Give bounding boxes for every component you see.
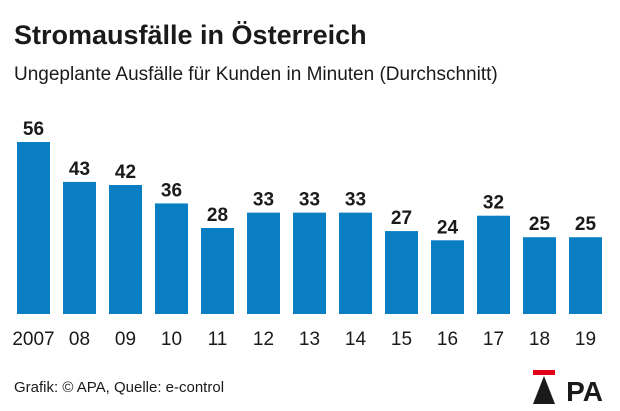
data-label-2007: 56: [23, 119, 44, 140]
data-label-19: 25: [575, 214, 597, 235]
bar-12: [247, 212, 280, 314]
data-label-15: 27: [391, 208, 412, 229]
bar-08: [63, 181, 96, 314]
bar-17: [477, 215, 510, 314]
x-tick-10: 10: [161, 329, 182, 350]
x-tick-19: 19: [575, 329, 596, 350]
x-tick-13: 13: [299, 329, 320, 350]
data-label-10: 36: [161, 180, 182, 201]
bar-10: [155, 203, 188, 314]
bar-2007: [17, 142, 50, 314]
source-credit: Grafik: © APA, Quelle: e-control: [14, 379, 225, 396]
bar-13: [293, 212, 326, 314]
data-label-17: 32: [483, 193, 504, 214]
data-label-12: 33: [253, 190, 274, 211]
bar-19: [569, 237, 602, 314]
apa-logo-mark: [533, 376, 555, 404]
data-label-14: 33: [345, 190, 366, 211]
x-tick-17: 17: [483, 329, 504, 350]
x-tick-15: 15: [391, 329, 412, 350]
x-tick-14: 14: [345, 329, 367, 350]
bar-18: [523, 237, 556, 314]
bar-16: [431, 240, 464, 314]
data-label-16: 24: [437, 217, 459, 238]
x-tick-09: 09: [115, 329, 136, 350]
x-tick-11: 11: [208, 329, 228, 350]
x-tick-16: 16: [437, 329, 458, 350]
chart-subtitle: Ungeplante Ausfälle für Kunden in Minute…: [14, 64, 498, 85]
bar-chart: 56 2007 43 08 42 09 36 10 28 11 33 12 33 13 33 14 27 15 24…: [12, 119, 602, 350]
data-label-11: 28: [207, 205, 228, 226]
data-label-13: 33: [299, 190, 320, 211]
bar-09: [109, 185, 142, 314]
bar-15: [385, 231, 418, 314]
apa-logo-accent: [533, 370, 555, 375]
apa-logo-text: PA: [566, 376, 603, 404]
data-label-08: 43: [69, 159, 90, 180]
bar-11: [201, 228, 234, 314]
apa-logo: PA: [533, 370, 603, 404]
x-tick-18: 18: [529, 329, 550, 350]
data-label-09: 42: [115, 162, 136, 183]
x-tick-12: 12: [253, 329, 274, 350]
x-tick-2007: 2007: [12, 329, 54, 350]
bar-14: [339, 212, 372, 314]
x-tick-08: 08: [69, 329, 90, 350]
data-label-18: 25: [529, 214, 551, 235]
chart-title: Stromausfälle in Österreich: [14, 20, 367, 50]
